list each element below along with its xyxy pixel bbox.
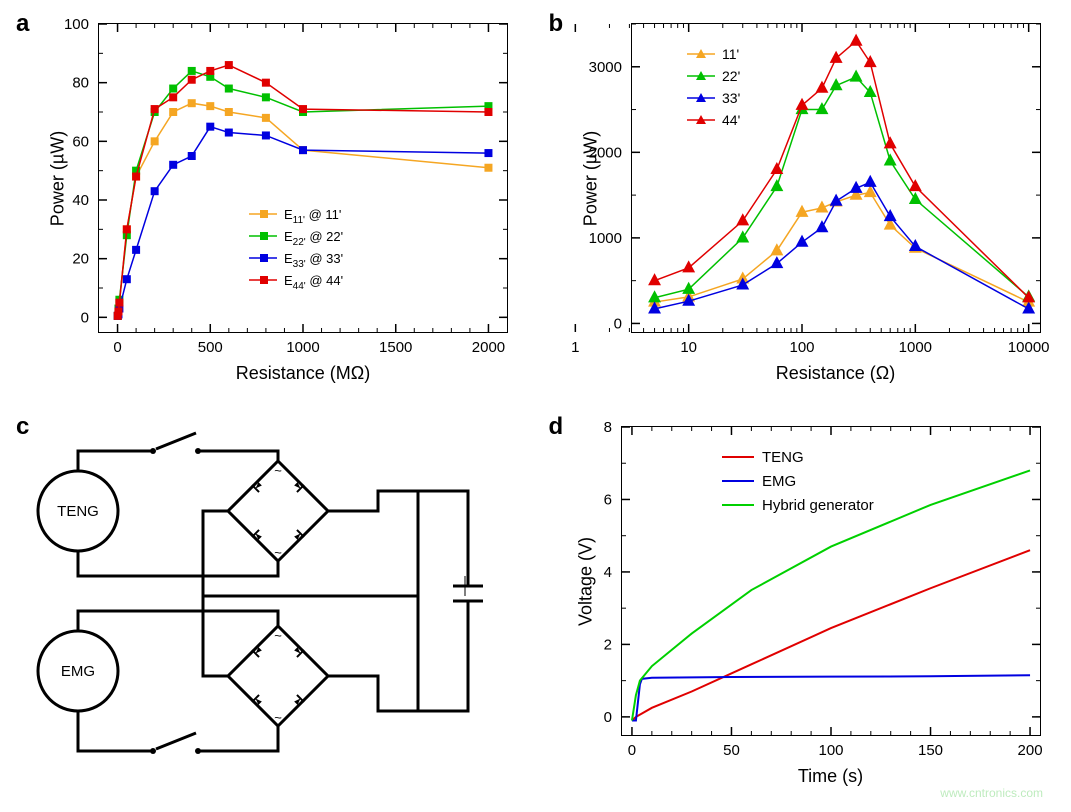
svg-text:20: 20 <box>72 251 89 268</box>
svg-text:6: 6 <box>603 491 611 508</box>
svg-text:EMG: EMG <box>61 663 95 680</box>
svg-text:Hybrid generator: Hybrid generator <box>762 497 874 514</box>
svg-text:1: 1 <box>571 339 579 356</box>
svg-text:1000: 1000 <box>898 339 931 356</box>
panel-d: d 0 50 100 150 200 0 2 4 6 8 TENG EMG Hybrid generat… <box>541 411 1064 804</box>
svg-text:~: ~ <box>274 545 282 560</box>
panel-d-label: d <box>549 413 564 441</box>
svg-text:~: ~ <box>274 628 282 643</box>
svg-text:44': 44' <box>722 112 740 128</box>
svg-text:1500: 1500 <box>379 339 412 356</box>
svg-text:100: 100 <box>789 339 814 356</box>
svg-text:10000: 10000 <box>1007 339 1049 356</box>
svg-text:EMG: EMG <box>762 473 796 490</box>
svg-text:2: 2 <box>603 636 611 653</box>
plot-a-ylabel: Power (µW) <box>48 119 69 239</box>
svg-text:E44' @ 44': E44' @ 44' <box>284 273 343 292</box>
svg-text:10: 10 <box>680 339 697 356</box>
panel-a-label: a <box>16 10 29 38</box>
plot-b-xlabel: Resistance (Ω) <box>631 363 1041 384</box>
svg-text:1000: 1000 <box>286 339 319 356</box>
svg-text:22': 22' <box>722 68 740 84</box>
svg-text:33': 33' <box>722 90 740 106</box>
svg-text:3000: 3000 <box>588 59 621 76</box>
svg-text:60: 60 <box>72 133 89 150</box>
svg-text:TENG: TENG <box>762 449 804 466</box>
svg-text:TENG: TENG <box>57 503 99 520</box>
plot-a-frame: 0500100015002000020406080100E11' @ 11'E2… <box>98 23 508 333</box>
svg-text:0: 0 <box>603 709 611 726</box>
svg-text:~: ~ <box>274 710 282 725</box>
svg-text:2000: 2000 <box>472 339 505 356</box>
panel-a: a 0500100015002000020406080100E11' @ 11'… <box>8 8 531 401</box>
svg-text:500: 500 <box>198 339 223 356</box>
plot-d-xlabel: Time (s) <box>621 766 1041 787</box>
svg-text:100: 100 <box>818 742 843 759</box>
plot-b-ylabel: Power (µW) <box>580 119 601 239</box>
svg-text:200: 200 <box>1017 742 1042 759</box>
svg-text:0: 0 <box>627 742 635 759</box>
svg-text:~: ~ <box>274 463 282 478</box>
svg-text:150: 150 <box>918 742 943 759</box>
svg-text:40: 40 <box>72 192 89 209</box>
figure-grid: a 0500100015002000020406080100E11' @ 11'… <box>0 0 1071 812</box>
circuit-schematic: TENG EMG ~ ~ ~ ~ <box>8 411 528 791</box>
watermark: www.cntronics.com <box>940 786 1043 800</box>
plot-b-frame: 110100100010000010002000300011'22'33'44' <box>631 23 1041 333</box>
svg-text:0: 0 <box>81 309 89 326</box>
svg-text:0: 0 <box>613 315 621 332</box>
svg-text:50: 50 <box>723 742 740 759</box>
svg-text:0: 0 <box>113 339 121 356</box>
svg-text:80: 80 <box>72 75 89 92</box>
panel-b: b 110100100010000010002000300011'22'33'4… <box>541 8 1064 401</box>
plot-a-xlabel: Resistance (MΩ) <box>98 363 508 384</box>
svg-text:8: 8 <box>603 419 611 436</box>
svg-text:11': 11' <box>722 46 739 62</box>
svg-text:4: 4 <box>603 564 611 581</box>
svg-text:E22' @ 22': E22' @ 22' <box>284 229 343 248</box>
plot-d-frame: 05010015020002468TENGEMGHybrid generator <box>621 426 1041 736</box>
svg-text:E11' @ 11': E11' @ 11' <box>284 207 341 226</box>
plot-d-ylabel: Voltage (V) <box>575 522 596 642</box>
svg-text:E33' @ 33': E33' @ 33' <box>284 251 343 270</box>
svg-text:100: 100 <box>64 16 89 33</box>
panel-c: c TENGEMG~~~~ <box>8 411 531 804</box>
panel-b-label: b <box>549 10 564 38</box>
